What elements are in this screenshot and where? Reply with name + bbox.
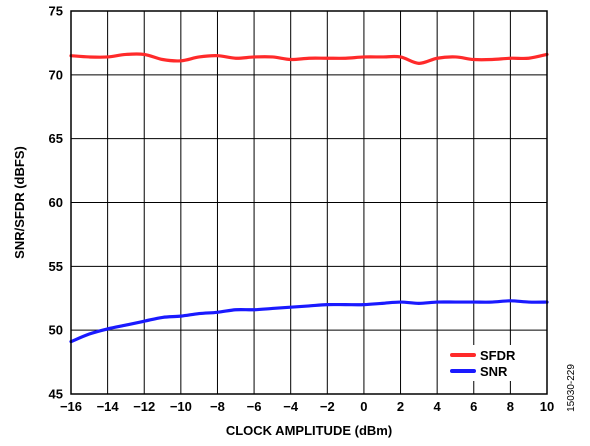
x-axis-label: CLOCK AMPLITUDE (dBm)	[226, 423, 392, 438]
x-tick-label: 8	[507, 399, 514, 414]
grid	[70, 10, 548, 395]
x-tick-label: −10	[170, 399, 192, 414]
x-tick-label: 10	[540, 399, 554, 414]
y-tick-label: 50	[49, 323, 63, 338]
y-tick-label: 45	[49, 387, 63, 402]
y-tick-label: 65	[49, 131, 63, 146]
y-axis-label: SNR/SFDR (dBFS)	[12, 146, 27, 259]
x-tick-label: 2	[397, 399, 404, 414]
x-tick-label: −4	[283, 399, 299, 414]
x-tick-label: 4	[434, 399, 442, 414]
figure-code: 15030-229	[566, 364, 577, 412]
y-tick-labels: 45 50 55 60 65 70 75	[49, 4, 63, 402]
y-tick-label: 55	[49, 259, 63, 274]
series	[69, 52, 549, 344]
x-tick-label: −8	[210, 399, 225, 414]
legend-background	[446, 345, 532, 381]
y-tick-label: 70	[49, 67, 63, 82]
legend: SFDR SNR	[446, 345, 532, 381]
x-tick-label: −2	[320, 399, 335, 414]
series-line-sfdr	[69, 52, 549, 65]
x-tick-label: −14	[97, 399, 120, 414]
x-tick-label: 6	[470, 399, 477, 414]
y-tick-label: 75	[49, 4, 63, 19]
x-tick-label: −16	[60, 399, 82, 414]
plot-frame	[70, 10, 548, 395]
y-tick-label: 60	[49, 195, 63, 210]
x-tick-label: −12	[133, 399, 155, 414]
legend-label-sfdr: SFDR	[480, 348, 516, 363]
x-tick-labels: −16 −14 −12 −10 −8 −6 −4 −2 0 2 4 6 8 10	[60, 399, 554, 414]
x-tick-label: −6	[247, 399, 262, 414]
legend-label-snr: SNR	[480, 364, 508, 379]
x-tick-label: 0	[360, 399, 367, 414]
series-line-snr	[69, 299, 549, 344]
